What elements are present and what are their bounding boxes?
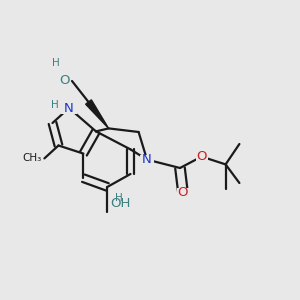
Text: N: N — [142, 153, 152, 166]
Bar — [177, 188, 189, 197]
Text: O: O — [59, 74, 70, 88]
Text: H: H — [115, 193, 123, 203]
Text: H: H — [52, 58, 59, 68]
Text: CH₃: CH₃ — [22, 153, 41, 164]
Text: H: H — [51, 100, 58, 110]
Text: OH: OH — [110, 197, 131, 210]
Bar — [196, 152, 208, 161]
Text: O: O — [196, 150, 207, 163]
Text: N: N — [64, 101, 74, 115]
Polygon shape — [85, 100, 109, 128]
Text: O: O — [178, 186, 188, 199]
Bar — [140, 155, 154, 164]
Bar — [61, 102, 77, 114]
